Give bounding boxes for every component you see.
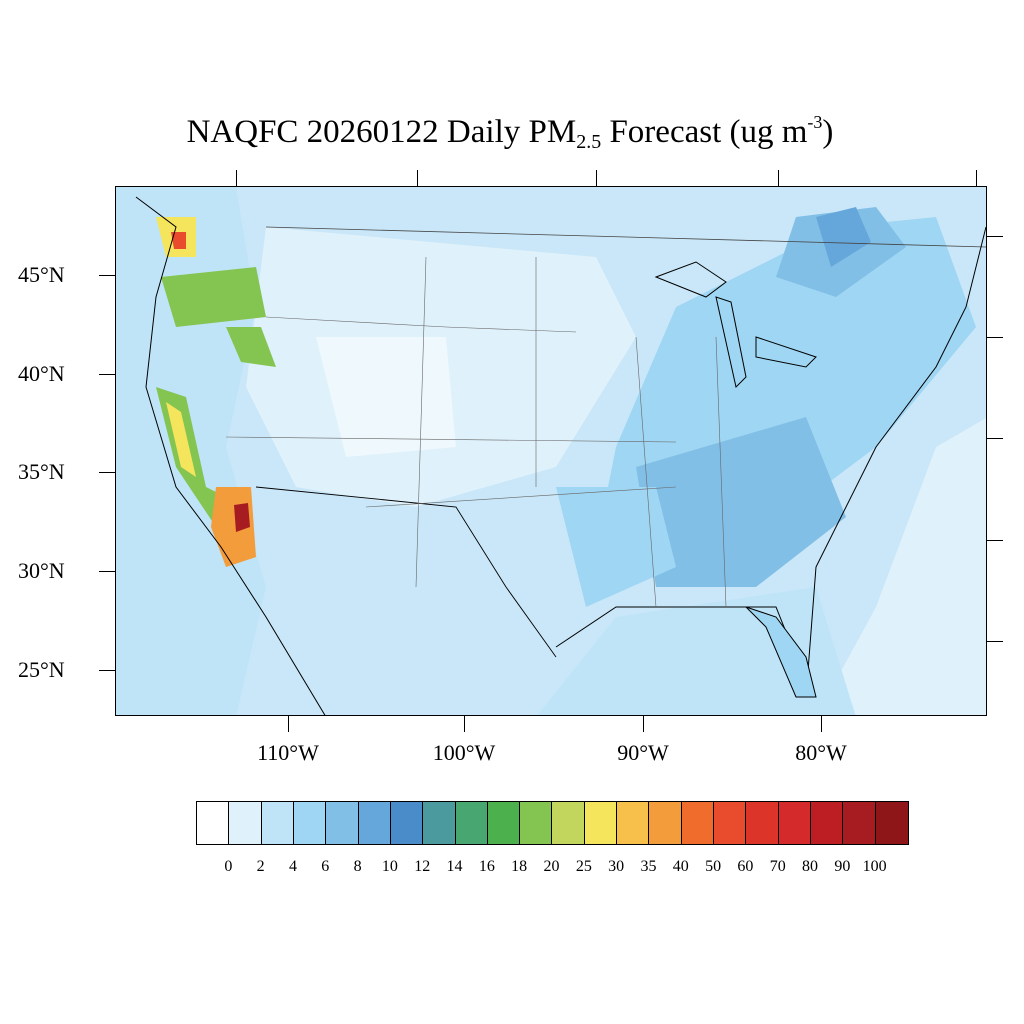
left-tick-25 [99, 670, 115, 671]
southeast-moderate-region [636, 417, 846, 587]
bottom-tick-80 [821, 716, 822, 732]
right-tick-2 [987, 337, 1003, 338]
colorbar-box-10 [520, 802, 553, 844]
lon-label-100: 100°W [432, 740, 496, 765]
colorbar-label-25: 25 [575, 858, 592, 875]
colorbar-box-15 [681, 802, 714, 844]
top-tick-3 [596, 170, 597, 186]
colorbar-box-3 [293, 802, 327, 844]
mexico-border [255, 486, 557, 658]
colorbar-box-20 [843, 802, 876, 844]
colorbar-label-0: 0 [224, 858, 233, 875]
south-central-region [556, 487, 676, 607]
colorbar-box-0 [197, 802, 230, 844]
west-coastline [135, 196, 326, 715]
colorbar-label-60: 60 [737, 858, 754, 875]
colorbar-label-18: 18 [511, 858, 528, 875]
top-tick-2 [417, 170, 418, 186]
colorbar-box-9 [487, 802, 521, 844]
left-tick-35 [99, 472, 115, 473]
colorbar-box-2 [261, 802, 294, 844]
colorbar-box-17 [746, 802, 779, 844]
atlantic-shade [817, 418, 986, 715]
colorbar-label-50: 50 [705, 858, 722, 875]
colorbar-label-2: 2 [256, 858, 265, 875]
top-tick-5 [976, 170, 977, 186]
colorbar-box-1 [229, 802, 262, 844]
colorbar-label-6: 6 [321, 858, 330, 875]
oregon-region [161, 267, 266, 327]
colorbar-label-30: 30 [608, 858, 625, 875]
lon-label-80: 80°W [795, 740, 847, 765]
lat-label-25: 25°N [18, 657, 65, 682]
great-lakes [654, 261, 817, 388]
colorbar-label-90: 90 [834, 858, 851, 875]
central-valley-core [166, 402, 196, 477]
bottom-tick-100 [464, 716, 465, 732]
colorbar-box-11 [552, 802, 585, 844]
right-tick-4 [987, 540, 1003, 541]
bottom-tick-90 [643, 716, 644, 732]
colorbar-label-70: 70 [769, 858, 786, 875]
colorbar-box-5 [358, 802, 391, 844]
colorbar-box-6 [390, 802, 424, 844]
colorbar-box-12 [584, 802, 618, 844]
colorbar-label-35: 35 [640, 858, 657, 875]
right-tick-5 [987, 641, 1003, 642]
colorbar-box-21 [875, 802, 908, 844]
colorbar-label-10: 10 [381, 858, 398, 875]
colorbar-box-4 [326, 802, 359, 844]
lon-label-90: 90°W [617, 740, 669, 765]
colorbar-label-40: 40 [672, 858, 689, 875]
colorbar-box-13 [617, 802, 650, 844]
colorbar-label-100: 100 [862, 858, 887, 875]
lat-label-35: 35°N [18, 459, 65, 484]
left-tick-45 [99, 275, 115, 276]
right-tick-3 [987, 438, 1003, 439]
colorbar-box-18 [778, 802, 811, 844]
puget-sound-core [171, 232, 186, 249]
colorbar-label-80: 80 [802, 858, 819, 875]
map-title: NAQFC 20260122 Daily PM2.5 Forecast (ug … [0, 112, 1024, 154]
colorbar-label-20: 20 [543, 858, 560, 875]
title-subscript: 2.5 [576, 131, 602, 153]
top-tick-4 [778, 170, 779, 186]
map-canvas [116, 187, 986, 715]
colorbar-label-14: 14 [446, 858, 463, 875]
left-tick-30 [99, 571, 115, 572]
colorbar-box-7 [423, 802, 456, 844]
right-tick-1 [987, 236, 1003, 237]
colorbar-box-14 [649, 802, 682, 844]
quebec-hotspot [816, 207, 871, 267]
florida [745, 606, 817, 698]
bottom-tick-110 [288, 716, 289, 732]
colorbar-box-16 [714, 802, 747, 844]
colorbar [196, 801, 909, 845]
socal-core [234, 503, 250, 532]
title-suffix: ) [822, 114, 834, 150]
idaho-region [226, 327, 276, 367]
forecast-map [115, 186, 987, 716]
colorbar-label-8: 8 [353, 858, 362, 875]
colorbar-label-4: 4 [288, 858, 297, 875]
atlantic-coastline [805, 226, 986, 698]
top-tick-1 [236, 170, 237, 186]
lat-label-40: 40°N [18, 361, 65, 386]
state-borders [225, 256, 727, 608]
title-superscript: -3 [807, 112, 823, 132]
lat-label-45: 45°N [18, 262, 65, 287]
canada-border [265, 226, 986, 248]
lon-label-110: 110°W [257, 740, 319, 765]
colorbar-label-16: 16 [478, 858, 495, 875]
colorbar-box-19 [810, 802, 844, 844]
colorbar-box-8 [455, 802, 488, 844]
title-middle: Forecast (ug m [601, 114, 808, 150]
lat-label-30: 30°N [18, 558, 65, 583]
left-tick-40 [99, 374, 115, 375]
colorbar-label-12: 12 [414, 858, 431, 875]
colorbar-labels: 0 2 4 6 8 10 12 14 16 18 20 25 30 35 40 50 60 70 80 90 100 [196, 858, 907, 878]
title-prefix: NAQFC 20260122 Daily PM [186, 114, 577, 150]
